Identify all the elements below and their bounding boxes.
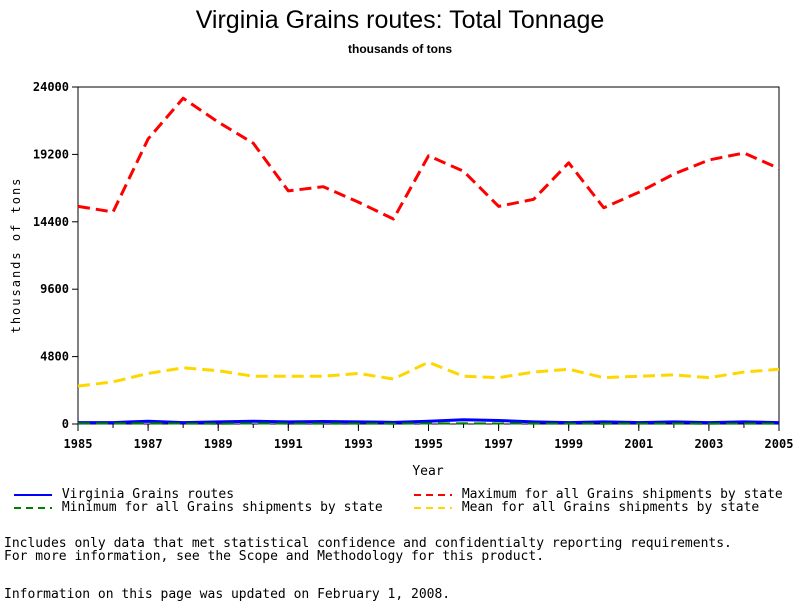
x-tick-label: 1989 [204,437,233,451]
x-axis-label: Year [412,464,443,479]
legend-item-mean: Mean for all Grains shipments by state [412,500,759,515]
legend-swatch-mean [412,503,454,513]
y-tick-label: 9600 [40,282,69,296]
x-tick-label: 1999 [554,437,583,451]
legend-swatch-maximum [412,490,454,500]
series-mean-line [78,362,779,386]
y-tick-label: 24000 [33,80,69,94]
x-tick-label: 1991 [274,437,303,451]
legend-item-minimum: Minimum for all Grains shipments by stat… [12,500,383,515]
legend-label-minimum: Minimum for all Grains shipments by stat… [62,500,383,515]
series-maximum-line [78,98,779,219]
x-tick-label: 1987 [134,437,163,451]
y-tick-label: 14400 [33,215,69,229]
y-tick-label: 4800 [40,350,69,364]
plot-area [78,87,779,424]
x-tick-label: 2003 [694,437,723,451]
x-tick-label: 1993 [344,437,373,451]
legend-swatch-virginia [12,490,54,500]
series-virginia-line [78,420,779,423]
x-tick-label: 2001 [624,437,653,451]
y-tick-label: 19200 [33,147,69,161]
x-tick-label: 1997 [484,437,513,451]
x-tick-label: 1985 [64,437,93,451]
y-axis-label: thousands of tons [9,177,23,334]
legend-label-mean: Mean for all Grains shipments by state [462,500,759,515]
y-tick-label: 0 [62,417,69,431]
x-tick-label: 1995 [414,437,443,451]
x-tick-label: 2005 [765,437,794,451]
note-methodology: For more information, see the Scope and … [4,549,544,564]
legend-swatch-minimum [12,503,54,513]
